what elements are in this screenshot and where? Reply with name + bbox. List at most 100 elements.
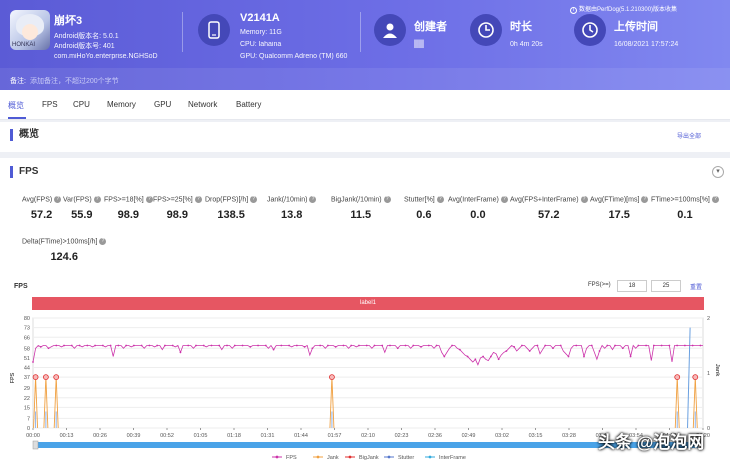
fps-stat-value: 55.9 — [71, 209, 93, 222]
scroll-handle-right — [697, 440, 704, 450]
y-tick-label: 80 — [24, 316, 30, 322]
label-band: label1 — [32, 297, 704, 310]
fps-point — [179, 351, 182, 354]
fps-line-chart: 0 7 15 22 29 37 44 51 58 66 73 80 0 1 2 00:00 00:13 00:26… — [10, 316, 720, 461]
y2-tick-label: 1 — [707, 371, 710, 377]
y-tick-label: 73 — [24, 326, 30, 332]
help-icon[interactable]: ? — [383, 196, 391, 203]
collapse-toggle[interactable]: ▾ — [712, 166, 724, 178]
fps-point — [125, 344, 128, 347]
fps-point — [396, 347, 399, 350]
help-icon[interactable]: ? — [580, 196, 588, 203]
creator-value: ██ — [414, 41, 424, 48]
note-bar[interactable]: 备注: 添加备注，不超过200个字节 — [0, 68, 730, 90]
tab-gpu[interactable]: GPU — [154, 100, 172, 109]
fps-point — [474, 358, 477, 361]
reset-link[interactable]: 重置 — [690, 285, 703, 291]
help-icon[interactable]: ? — [93, 196, 101, 203]
help-icon[interactable]: ? — [194, 196, 202, 203]
fps-point — [598, 350, 601, 352]
fps-point — [32, 361, 34, 363]
fps-stat-value: 0.1 — [677, 209, 693, 222]
fps-stat-label: Avg(FPS)? — [22, 196, 62, 203]
threshold-input-2[interactable]: 25 — [651, 280, 681, 292]
fps-point — [233, 344, 236, 347]
fps-point — [412, 344, 415, 347]
tab-cpu[interactable]: CPU — [73, 100, 90, 109]
fps-point — [621, 347, 624, 350]
jank-spike — [674, 377, 678, 429]
x-tick-label: 02:36 — [428, 433, 442, 439]
fps-stat-label: Stutter[%]? — [404, 196, 444, 203]
help-icon[interactable]: ? — [500, 196, 508, 203]
y-tick-label: 44 — [24, 366, 30, 372]
fps-point — [427, 344, 430, 347]
fps-point — [513, 345, 516, 348]
y-tick-label: 7 — [27, 416, 30, 422]
legend-swatch-dot — [316, 455, 320, 459]
help-icon[interactable]: ? — [711, 196, 719, 203]
help-icon[interactable]: ? — [641, 196, 649, 203]
fps-point — [583, 355, 585, 358]
threshold-input-1[interactable]: 18 — [617, 280, 647, 292]
x-tick-label: 00:39 — [127, 433, 141, 439]
legend-swatch-dot — [387, 455, 391, 459]
fps-point — [668, 344, 671, 347]
legend-label: FPS — [286, 455, 297, 461]
tab-battery[interactable]: Battery — [236, 100, 262, 109]
tab-overview[interactable]: 概览 — [8, 101, 24, 110]
x-tick-label: 03:41 — [596, 433, 610, 439]
y-tick-label: 22 — [24, 396, 30, 402]
fps-point — [264, 344, 267, 347]
y2-tick-label: 2 — [707, 316, 710, 322]
fps-point — [645, 344, 647, 347]
fps-point — [63, 344, 65, 347]
overview-title: 概览 — [10, 129, 39, 141]
jank-spike — [55, 377, 59, 429]
fps-stat-value: 98.9 — [117, 209, 140, 222]
bigjank-marker — [42, 374, 49, 381]
fps-chart-panel: FPS FPS(>=) 18 25 重置 label1 0 7 15 22 29 37 44… — [0, 277, 730, 464]
help-icon[interactable]: ? — [54, 196, 62, 203]
x-tick-label: 04:20 — [696, 433, 710, 439]
fps-point — [614, 344, 616, 347]
note-input[interactable]: 添加备注，不超过200个字节 — [29, 78, 119, 85]
x-tick-label: 03:02 — [495, 433, 509, 439]
help-icon[interactable]: ? — [436, 196, 444, 203]
tab-fps[interactable]: FPS — [42, 100, 58, 109]
fps-point — [373, 344, 376, 347]
fps-point — [47, 347, 50, 350]
fps-point — [156, 344, 159, 347]
fps-point — [78, 344, 81, 347]
fps-point — [295, 344, 298, 347]
note-label: 备注: — [10, 78, 26, 85]
tab-network[interactable]: Network — [188, 100, 218, 109]
device-cpu: CPU: lahaina — [240, 41, 282, 48]
divider — [182, 12, 183, 52]
fps-point — [272, 348, 275, 351]
fps-panel: FPS ▾ Avg(FPS)? 57.2 Var(FPS)? 55.9 FPS>=18[… — [0, 158, 730, 277]
tab-memory[interactable]: Memory — [107, 100, 136, 109]
export-all-link[interactable]: 导出全部 — [677, 134, 702, 140]
jank-spike — [676, 377, 680, 429]
fps-stat-label: Avg(FPS+InterFrame)? — [510, 196, 588, 203]
help-icon[interactable]: ? — [145, 196, 153, 203]
legend-swatch-dot — [348, 455, 352, 459]
help-icon[interactable]: ? — [309, 196, 317, 203]
fps-stat: Avg(FPS)? 57.2 — [22, 196, 62, 221]
fps-stat: Avg(FPS+InterFrame)? 57.2 — [510, 196, 588, 221]
upload-time: 16/08/2021 17:57:24 — [614, 41, 679, 48]
bigjank-marker — [32, 374, 39, 381]
y-tick-label: 15 — [24, 405, 30, 411]
fps-point — [86, 344, 89, 347]
x-tick-label: 00:13 — [60, 433, 74, 439]
fps-point — [489, 355, 492, 358]
fps-point — [637, 344, 640, 347]
legend-label: Jank — [327, 455, 339, 461]
help-icon[interactable]: ? — [99, 238, 107, 245]
x-tick-label: 04:07 — [663, 433, 677, 439]
fps-point — [404, 344, 407, 347]
help-icon[interactable]: ? — [250, 196, 258, 203]
fps-point — [365, 344, 368, 347]
fps-title: FPS — [10, 166, 38, 178]
